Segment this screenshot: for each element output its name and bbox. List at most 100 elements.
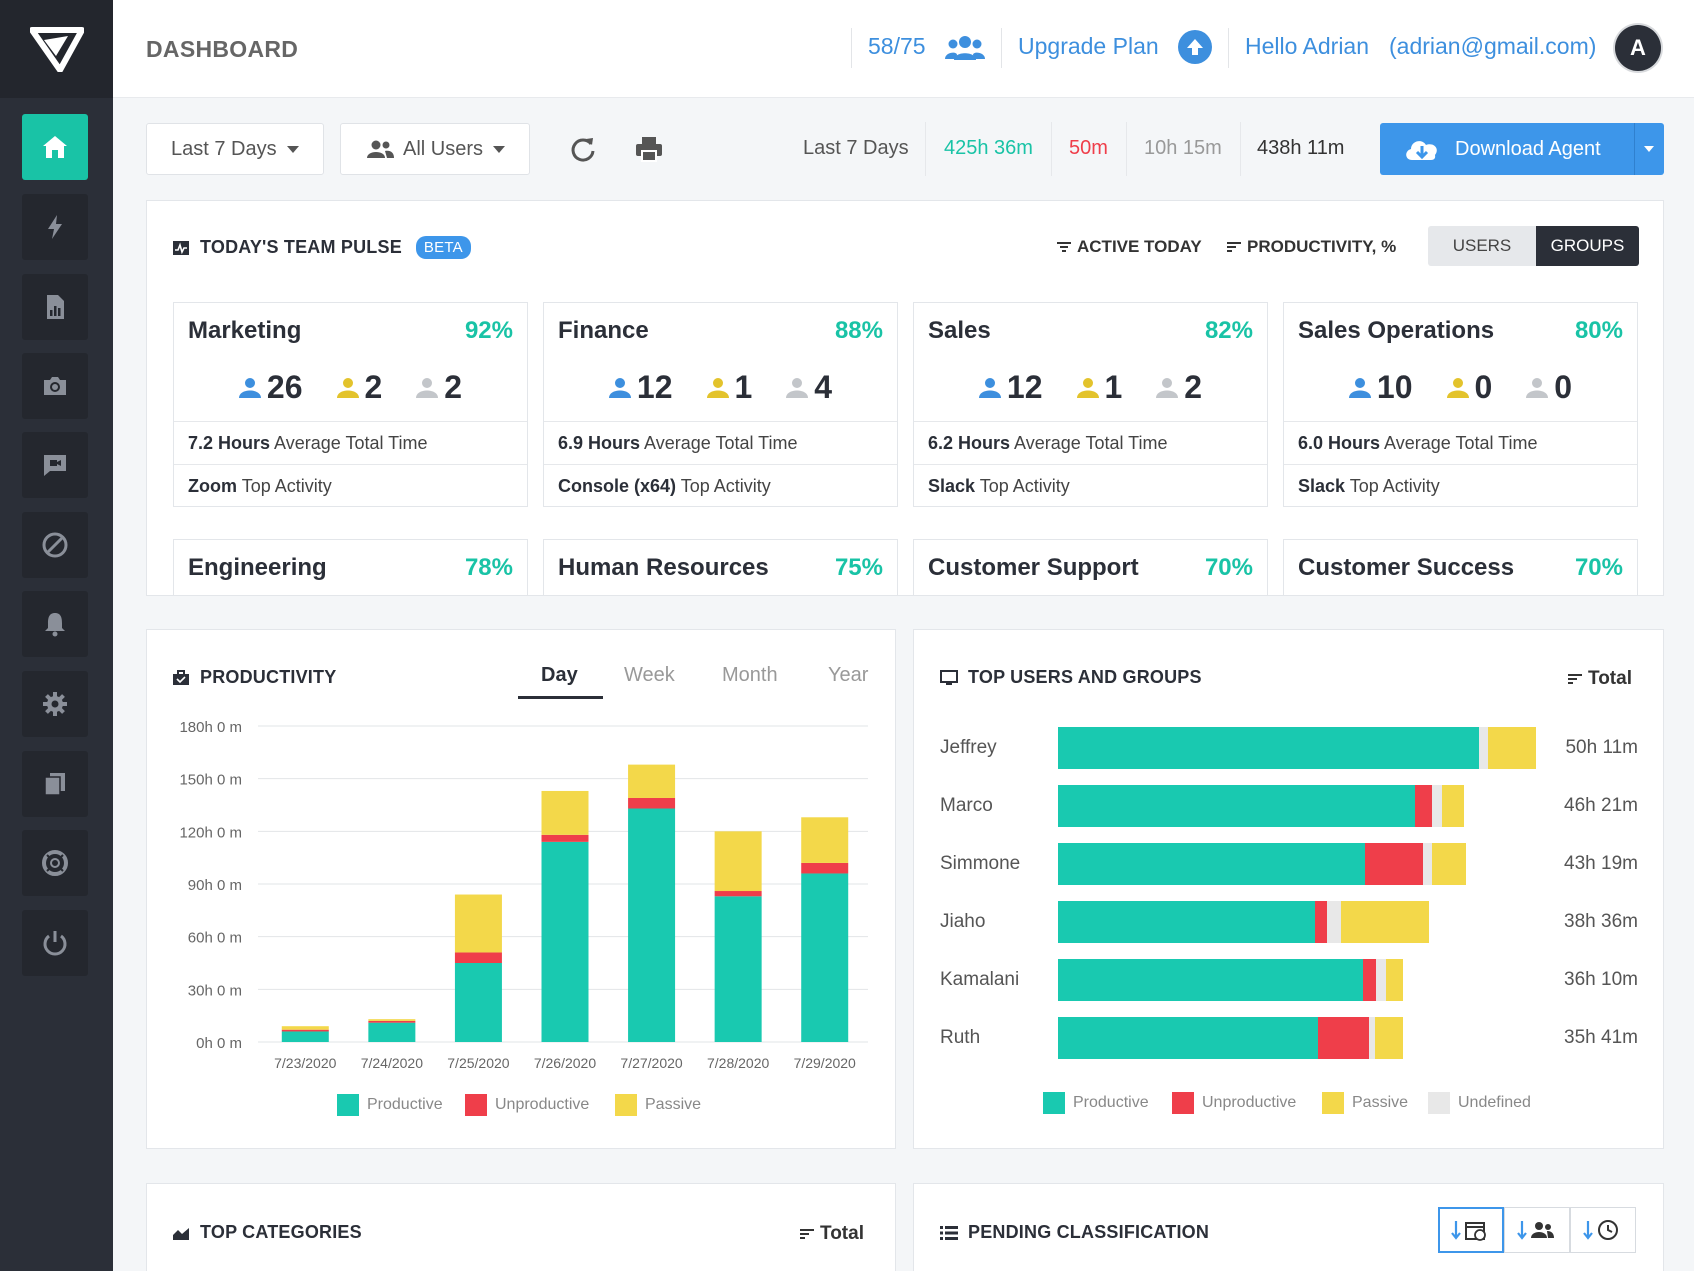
bar-undefined <box>1422 843 1433 885</box>
seats-count[interactable]: 58/75 <box>868 33 926 59</box>
printer-icon <box>636 137 662 162</box>
bar-passive <box>1441 785 1464 827</box>
gear-icon <box>43 692 67 716</box>
legend-productive: Productive <box>1043 1092 1149 1114</box>
team-pulse-title: TODAY'S TEAM PULSE BETA <box>172 236 471 259</box>
nav-home[interactable] <box>22 114 88 180</box>
bar-productive <box>1058 727 1479 769</box>
legend-passive: Passive <box>1322 1092 1408 1114</box>
home-icon <box>43 136 67 158</box>
filter-icon <box>1057 242 1071 252</box>
sort-by-users-button[interactable] <box>1504 1207 1570 1253</box>
nav-alerts[interactable] <box>22 591 88 657</box>
user-total: 46h 21m <box>1564 795 1638 816</box>
team-card-sales[interactable]: Sales 82% 12 1 2 6.2 Hours Average Total… <box>913 302 1268 507</box>
sort-time-icon <box>1583 1220 1618 1240</box>
team-name: Human Resources <box>558 554 769 581</box>
header-divider <box>851 28 852 68</box>
toggle-users[interactable]: USERS <box>1428 226 1536 266</box>
team-productivity: 75% <box>834 554 883 581</box>
bar-productive <box>801 873 849 1042</box>
tab-year[interactable]: Year <box>828 664 869 686</box>
user-name[interactable]: Simmone <box>940 853 1021 874</box>
bar-unproductive <box>1364 843 1423 885</box>
active-today-filter[interactable]: ACTIVE TODAY <box>1057 237 1202 257</box>
bar-passive <box>714 831 762 892</box>
team-card-marketing[interactable]: Marketing 92% 26 2 2 7.2 Hours Average T… <box>173 302 528 507</box>
pending-classification-title-text: PENDING CLASSIFICATION <box>968 1222 1210 1242</box>
users-dropdown[interactable]: All Users <box>340 123 530 175</box>
bar-passive <box>801 817 849 863</box>
avatar[interactable]: A <box>1615 25 1661 71</box>
team-card-customer-support[interactable]: Customer Support 70% <box>913 539 1268 595</box>
user-name[interactable]: Ruth <box>940 1027 981 1048</box>
users-label: All Users <box>403 137 484 160</box>
upgrade-plan-link[interactable]: Upgrade Plan <box>1018 33 1159 59</box>
nav-recordings[interactable] <box>22 432 88 498</box>
pulse-icon <box>173 240 189 255</box>
top-categories-sort-label: Total <box>820 1223 864 1244</box>
upgrade-arrow-icon[interactable] <box>1178 30 1212 64</box>
nav-activity[interactable] <box>22 194 88 260</box>
legend-passive: Passive <box>615 1094 701 1116</box>
header-divider <box>1228 28 1229 68</box>
top-categories-sort[interactable]: Total <box>800 1223 864 1245</box>
sort-date-icon <box>1451 1221 1486 1241</box>
user-name[interactable]: Jiaho <box>940 911 986 932</box>
tab-week[interactable]: Week <box>624 664 675 686</box>
legend-swatch <box>1172 1092 1194 1114</box>
team-card-human-resources[interactable]: Human Resources 75% <box>543 539 898 595</box>
pending-classification-title: PENDING CLASSIFICATION <box>940 1222 1209 1243</box>
sort-by-date-button[interactable] <box>1438 1207 1504 1253</box>
productivity-filter-label: PRODUCTIVITY, % <box>1247 237 1397 256</box>
inactive-count: 2 <box>1156 369 1202 406</box>
team-counts: 12 1 4 <box>544 369 897 406</box>
user-name[interactable]: Jeffrey <box>940 737 997 758</box>
team-card-finance[interactable]: Finance 88% 12 1 4 6.9 Hours Average Tot… <box>543 302 898 507</box>
nav-support[interactable] <box>22 830 88 896</box>
x-tick-label: 7/25/2020 <box>447 1055 509 1071</box>
bar-productive <box>281 1031 329 1042</box>
team-card-sales-operations[interactable]: Sales Operations 80% 10 0 0 6.0 Hours Av… <box>1283 302 1638 507</box>
tab-month[interactable]: Month <box>722 664 778 686</box>
nav-logout[interactable] <box>22 910 88 976</box>
chevron-down-icon <box>286 145 299 153</box>
refresh-icon <box>571 138 595 162</box>
team-card-customer-success[interactable]: Customer Success 70% <box>1283 539 1638 595</box>
sort-by-time-button[interactable] <box>1570 1207 1636 1253</box>
team-card-engineering[interactable]: Engineering 78% <box>173 539 528 595</box>
nav-docs[interactable] <box>22 751 88 817</box>
bar-undefined <box>1478 727 1489 769</box>
team-hours: 6.2 Hours Average Total Time <box>914 421 1267 464</box>
user-active-icon <box>238 377 261 398</box>
user-total: 38h 36m <box>1564 911 1638 932</box>
user-name[interactable]: Kamalani <box>940 969 1020 990</box>
stats-divider <box>1240 122 1241 176</box>
print-button[interactable] <box>632 132 666 166</box>
date-range-dropdown[interactable]: Last 7 Days <box>146 123 324 175</box>
top-users-sort[interactable]: Total <box>1568 668 1632 690</box>
tab-day[interactable]: Day <box>541 664 578 686</box>
bar-passive <box>1432 843 1466 885</box>
chevron-down-icon[interactable] <box>1644 146 1654 152</box>
bar-passive <box>1385 959 1403 1001</box>
cloud-download-icon <box>1406 141 1437 160</box>
productivity-filter[interactable]: PRODUCTIVITY, % <box>1227 237 1396 257</box>
nav-reports[interactable] <box>22 274 88 340</box>
app-logo[interactable] <box>0 0 113 98</box>
team-hours: 6.9 Hours Average Total Time <box>544 421 897 464</box>
chevron-down-icon <box>493 145 506 153</box>
inactive-count: 0 <box>1526 369 1572 406</box>
nav-blocking[interactable] <box>22 512 88 578</box>
team-name: Sales <box>928 317 991 344</box>
y-tick-label: 60h 0 m <box>188 930 242 947</box>
nav-settings[interactable] <box>22 671 88 737</box>
refresh-button[interactable] <box>566 132 600 166</box>
nav-screenshots[interactable] <box>22 353 88 419</box>
toggle-groups[interactable]: GROUPS <box>1536 226 1639 266</box>
user-name[interactable]: Marco <box>940 795 993 816</box>
bar-productive <box>628 808 676 1042</box>
download-agent-button[interactable]: Download Agent <box>1380 123 1664 175</box>
bar-undefined <box>1432 785 1442 827</box>
bar-passive <box>628 764 676 798</box>
